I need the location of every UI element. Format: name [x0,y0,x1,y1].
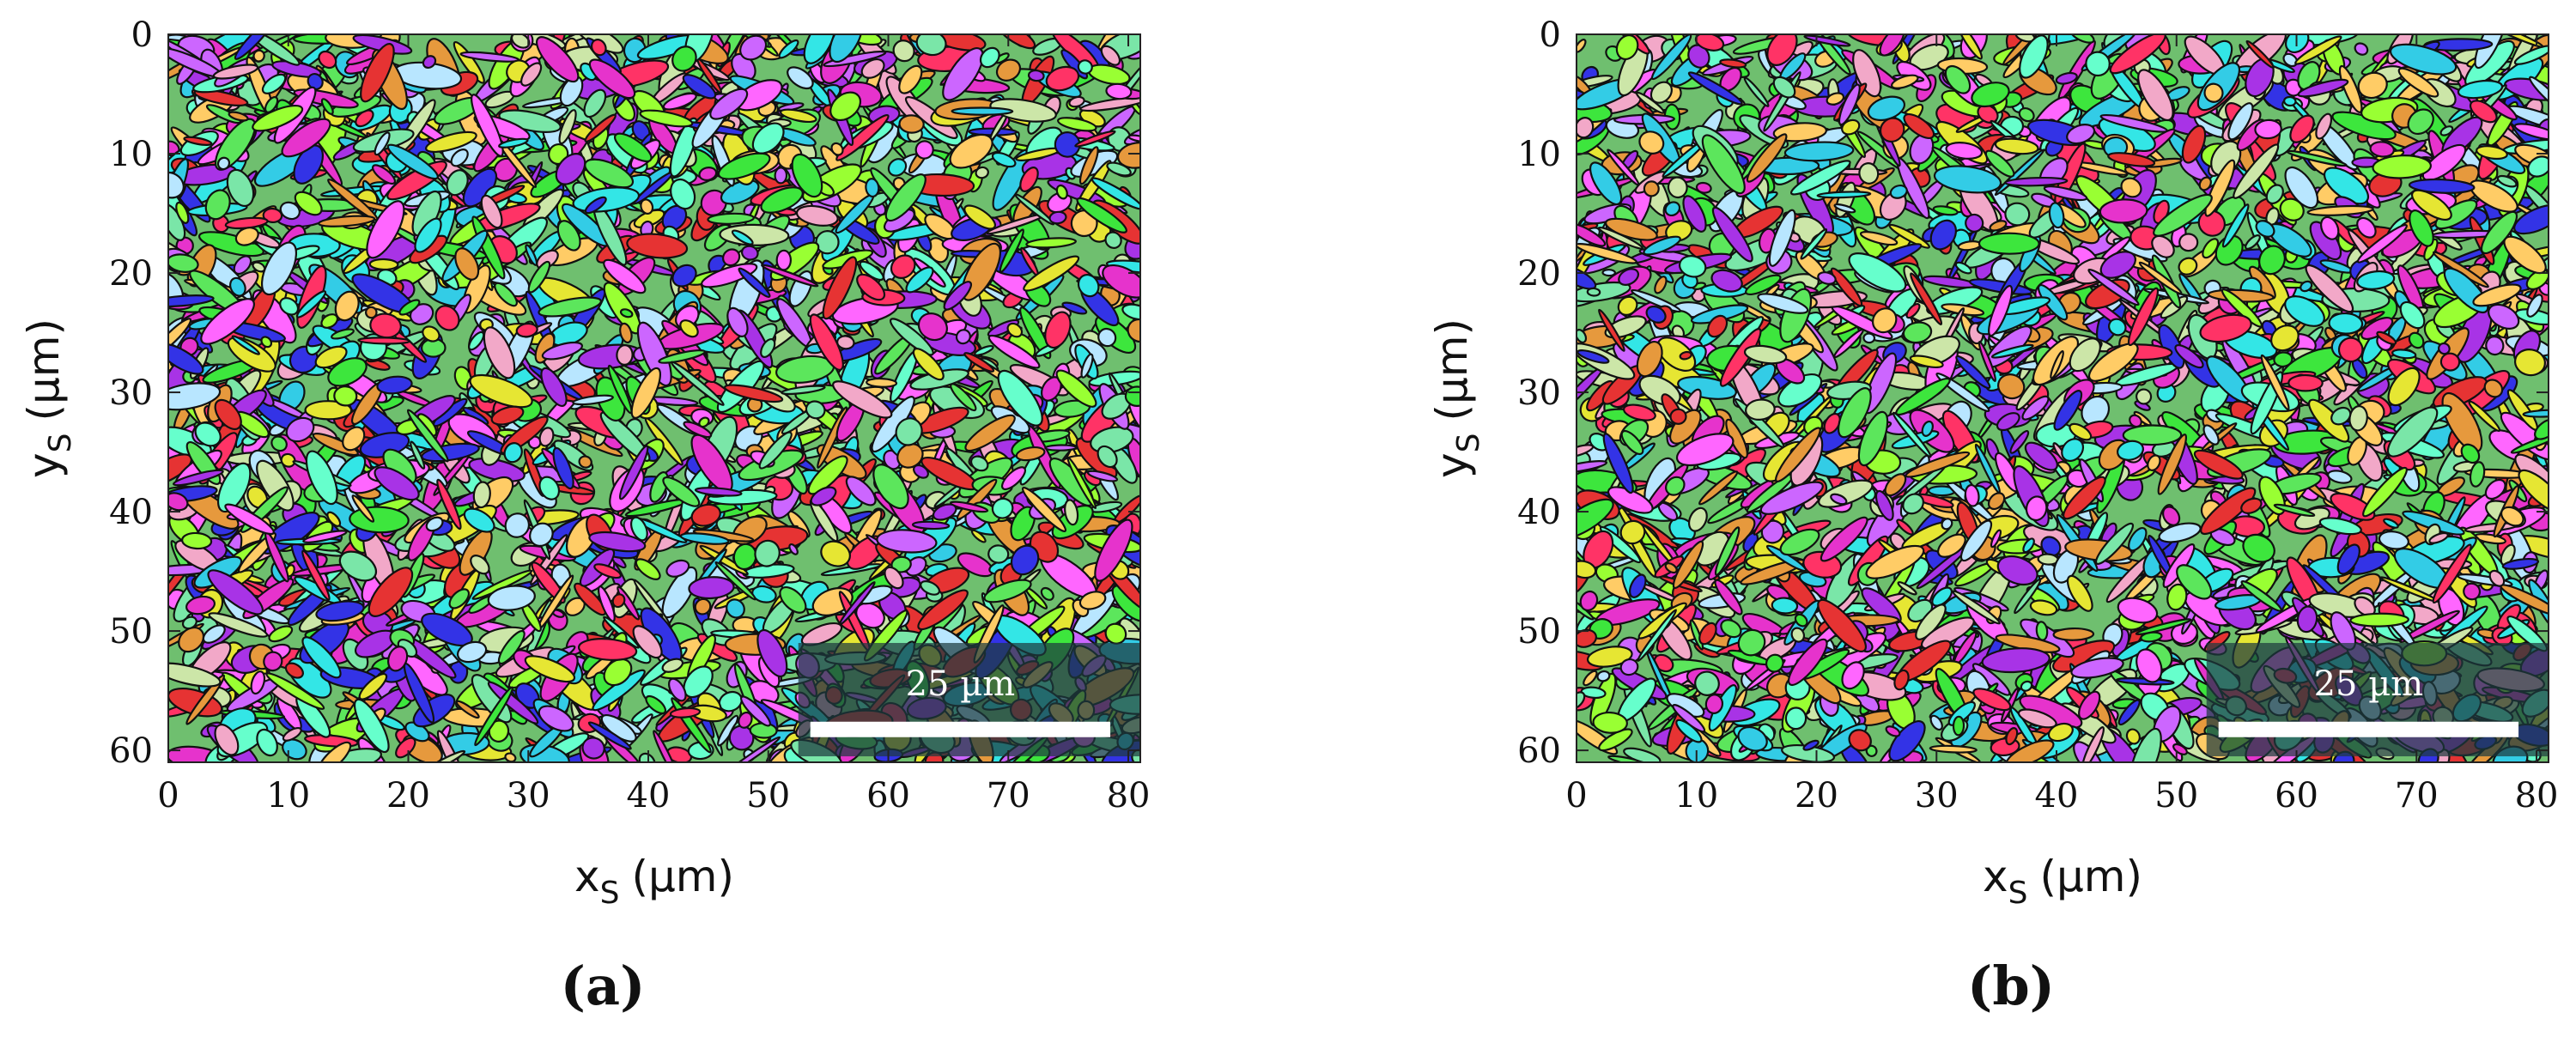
x-tick-label: 10 [266,776,310,816]
y-tick-label: 20 [1517,254,1561,294]
y-axis-var: y [1427,452,1477,478]
x-axis-sub: S [2008,876,2028,911]
y-tick-label: 50 [1517,612,1561,652]
x-axis-label: xS (µm) [1983,852,2142,911]
x-axis-label: xS (µm) [574,852,734,911]
y-tick-label: 30 [109,373,153,413]
y-axis-sub: S [43,434,78,453]
scale-bar-label: 25 µm [906,664,1016,704]
panel-b: 25 µm 0 10 20 30 40 50 60 70 80 0 10 20 30 40 50 60 xS (µm… [1408,0,2576,1049]
x-tick-label: 40 [2035,776,2079,816]
y-tick-label: 0 [1540,15,1561,55]
scale-bar-background [2206,642,2549,757]
panel-a: 25 µm 0 10 20 30 40 50 60 70 80 0 10 20 30 40 50 60 xS (µm… [19,15,1151,1017]
axes-frame [1576,33,2549,763]
y-axis-sub: S [1451,434,1486,453]
x-axis-unit: (µm) [631,852,734,901]
x-tick-label: 10 [1674,776,1718,816]
scale-bar-label: 25 µm [2314,664,2424,704]
x-tick-label: 80 [1107,776,1151,816]
x-axis-unit: (µm) [2039,852,2142,901]
x-axis-var: x [574,852,600,901]
x-tick-label: 20 [1795,776,1838,816]
panel-label: (b) [1967,955,2055,1017]
x-tick-label: 0 [157,776,179,816]
x-axis-sub: S [600,876,620,911]
scale-bar [2218,721,2519,737]
scale-bar-background [798,642,1140,757]
x-tick-label: 60 [2275,776,2318,816]
y-axis-unit: (µm) [1427,318,1477,421]
panel-label: (a) [561,955,646,1017]
y-tick-label: 50 [109,612,153,652]
x-tick-label: 40 [627,776,671,816]
y-tick-label: 10 [109,135,153,174]
scale-bar [810,721,1111,737]
y-axis-var: y [19,452,69,478]
axes-frame [167,33,1141,763]
y-tick-label: 60 [109,731,153,771]
x-axis-var: x [1983,852,2008,901]
y-tick-label: 60 [1517,731,1561,771]
y-axis-label: yS (µm) [19,318,78,478]
x-tick-label: 30 [507,776,550,816]
y-tick-label: 10 [1517,135,1561,174]
x-tick-label: 50 [2154,776,2198,816]
y-tick-label: 0 [131,15,153,55]
y-axis-unit: (µm) [19,318,69,421]
y-axis-label: yS (µm) [1427,318,1486,478]
x-tick-label: 0 [1565,776,1587,816]
x-tick-label: 20 [386,776,430,816]
x-tick-label: 50 [746,776,790,816]
x-tick-label: 60 [866,776,910,816]
y-tick-label: 40 [1517,493,1561,532]
x-tick-label: 80 [2515,776,2559,816]
y-tick-label: 20 [109,254,153,294]
x-tick-label: 70 [987,776,1030,816]
x-tick-label: 70 [2395,776,2439,816]
y-tick-label: 40 [109,493,153,532]
y-tick-label: 30 [1517,373,1561,413]
x-tick-label: 30 [1915,776,1959,816]
grain-map [168,34,1140,762]
